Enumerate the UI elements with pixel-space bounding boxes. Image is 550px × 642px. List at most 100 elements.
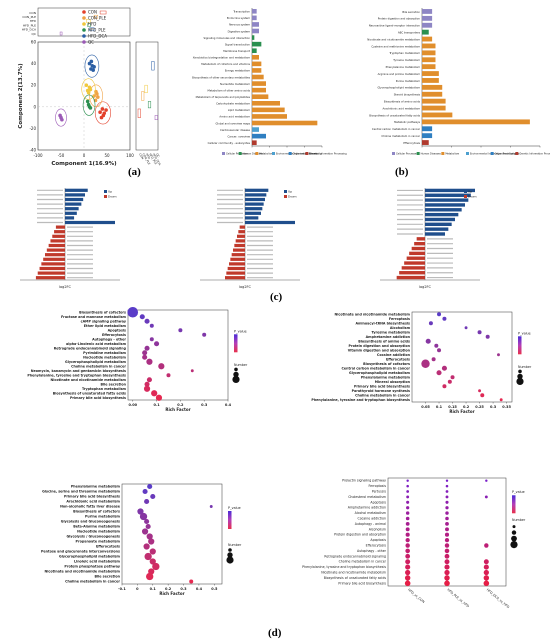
bubble-4-category-label: Apoptosis [370,538,386,542]
panel-label-d: (d) [268,627,282,639]
pca-point [91,68,95,72]
pca-side-category-label: QC [155,153,161,159]
bubble-4-category-label: Autophagy - other [357,549,387,553]
bubble-1-xtick-label: 0.00 [128,403,137,407]
fc-2-up-bar [245,193,267,197]
bubble-2-category-label: Ferroptosis [389,317,410,321]
kegg-left-bar [252,8,257,14]
kegg-left-legend-marker [222,152,225,155]
bubble-1-category-label: cAMP signaling pathway [81,319,127,323]
pca-side-category-label: HFD_DCA [152,153,162,167]
kegg-left-bar [252,87,266,93]
bubble-3-number-marker [226,556,234,564]
fc-3-down-bar [416,237,425,241]
fc-2-up-bar [245,220,295,225]
bubble-3-xtick-label: 0 [136,587,139,591]
bubble-2-category-label: Primary bile acid biosynthesis [354,384,410,388]
fc-2-down-bar [237,234,245,238]
kegg-right-legend-label: Human Diseases [421,153,442,156]
pca-point [104,108,108,112]
kegg-right-bar [422,9,433,14]
bubble-1-xlabel: Rich Factor [165,407,190,412]
bubble-4-frame [387,477,507,587]
bubble-3-xtick-label: 0.1 [150,587,157,591]
kegg-left-category-label: Transcription [233,10,250,14]
kegg-right-legend-marker [466,152,469,155]
pca-legend-label: CON_PLE [88,16,107,21]
panel-label-c: (c) [270,291,283,303]
bubble-2-bubble [441,365,447,371]
pca-xtick-label: 100 [126,153,134,158]
bubble-1-bubble [149,337,154,342]
bubble-4-bubble [405,522,410,526]
pca-xlabel: Component 1(16.9%) [51,161,117,167]
bubble-3-category-label: Primary bile acid biosynthesis [64,495,120,499]
fc-2-down-bar [230,257,245,261]
bubble-3-number-marker [228,548,232,552]
bubble-4-bubble [444,553,450,559]
kegg-right-bar [422,98,446,104]
bubble-2-xtick-label: 0.05 [421,405,430,409]
kegg-right-legend-marker [441,152,445,155]
fc-3-legend-label: Up [468,190,472,194]
bubble-1-bubble [155,394,163,401]
bubble-3-category-label: Nucleotide metabolism [77,530,120,534]
bubble-1-category-label: Neomycin, kanamycin and gentamicin biosy… [31,369,126,373]
bubble-4-bubble [444,548,450,554]
kegg-right-category-label: Biosynthesis of amino acids [384,100,421,104]
kegg-left-category-label: Energy metabolism [225,69,251,73]
kegg-right-category-label: Arachidonic acid metabolism [382,106,420,110]
fc-3-up-bar [425,188,475,193]
pca-xtick-label: -100 [33,153,43,158]
bubble-4-bubble [484,495,488,499]
bubble-3-category-label: Beta-Alanine metabolism [73,525,120,529]
bubble-3-category-label: Glycolysis and Gluconeogenesis [61,520,120,524]
bubble-4-category-label: Autophagy - animal [355,522,386,526]
fc-3-legend-label: Down [468,195,477,199]
kegg-right-legend-marker [392,152,395,155]
kegg-right-legend-label: Cellular Processes [396,153,418,156]
pca-ytick-label: 60 [31,40,37,45]
bubble-4-bubble [405,569,411,576]
kegg-left-category-label: Cellular community - eukaryotes [208,141,251,145]
fc-1-up-bar [65,220,115,225]
pca-point [89,59,94,64]
fc-1-down-bar [37,271,65,275]
bubble-2-bubble [499,398,503,402]
bubble-4-category-label: Alcoholism [369,527,386,531]
bubble-4-bubble [445,495,449,499]
bubble-2-xtick-label: 0.25 [475,405,484,409]
kegg-right-bar [422,50,436,56]
kegg-left-category-label: Cancer: overview [227,134,250,138]
pca-side-category-label: HFD_PLE [148,153,158,166]
fc-2-down-bar [225,276,245,280]
fc-1-down-bar [41,262,65,266]
pca-ellipse [84,54,100,78]
bubble-4-bubble [405,559,411,565]
bubble-4-bubble [406,500,410,504]
bubble-4-category-label: Choline metabolism in cancer [339,560,387,564]
kegg-left-bar [252,35,255,40]
kegg-left-bar [252,54,259,60]
bubble-4-bubble [405,543,410,548]
bubble-4-bubble [444,559,450,565]
bubble-4-bubble [444,580,450,587]
bubble-4-category-label: Retrograde endocannabinoid signaling [324,554,386,558]
fc-2-down-bar [235,239,245,243]
bubble-3-category-label: Glycolysis / Gluconeogenesis [66,535,120,539]
pca-legend-marker [82,10,86,14]
bubble-3-category-label: Nicotinate and nicotinamide metabolism [45,570,121,574]
pca-legend-marker [82,16,86,20]
bubble-4-number-marker [512,525,516,529]
pca-side-box-series [147,101,152,109]
pca-point [99,115,104,120]
bubble-3-bubble [146,572,154,581]
bubble-3-bubble [137,508,144,515]
fc-2-down-bar [229,262,245,266]
kegg-right-category-label: Steroid biosynthesis [394,93,421,97]
bubble-4-bubble [444,543,450,548]
bubble-4-category-label: Phenylalanine, tyrosine and tryptophan b… [302,565,386,569]
fc-2-legend-marker [284,190,287,193]
bubble-4-pvalue-gradient [512,495,516,514]
kegg-left-legend-marker [288,152,292,155]
